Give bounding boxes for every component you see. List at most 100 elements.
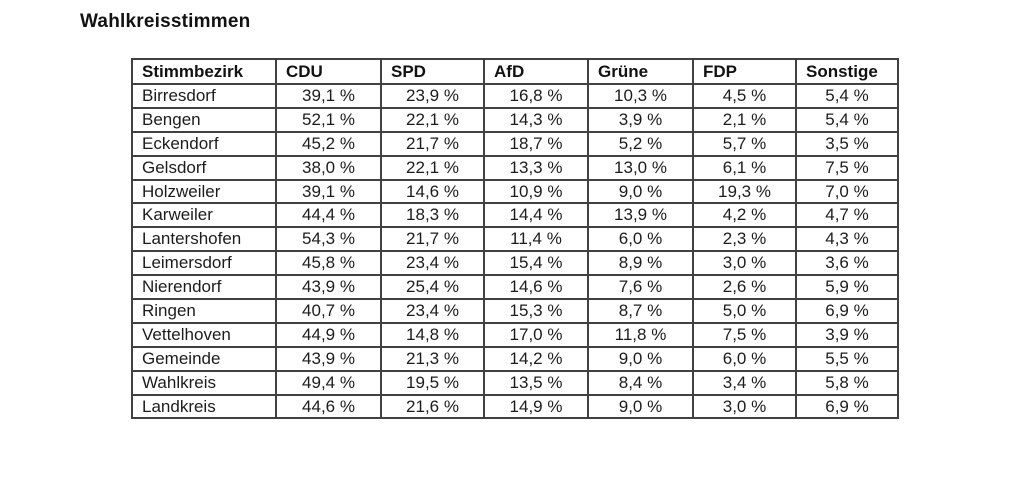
table-row: Karweiler 44,4 % 18,3 % 14,4 % 13,9 % 4,2 % 4,… — [131, 202, 899, 229]
value-cell: 38,0 % — [275, 154, 382, 181]
value-cell: 21,3 % — [380, 345, 485, 372]
table-row: Leimersdorf 45,8 % 23,4 % 15,4 % 8,9 % 3,0 % 3… — [131, 250, 899, 277]
value-cell: 39,1 % — [275, 178, 382, 205]
value-cell: 43,9 % — [275, 345, 382, 372]
value-cell: 25,4 % — [380, 274, 485, 301]
table-row: Lantershofen 54,3 % 21,7 % 11,4 % 6,0 % 2,3 %… — [131, 226, 899, 253]
value-cell: 14,6 % — [483, 274, 589, 301]
value-cell: 5,9 % — [795, 274, 899, 301]
column-header-stimmbezirk: Stimmbezirk — [131, 58, 277, 85]
value-cell: 6,1 % — [692, 154, 797, 181]
column-header-cdu: CDU — [275, 58, 382, 85]
district-cell: Holzweiler — [131, 178, 277, 205]
value-cell: 17,0 % — [483, 321, 589, 348]
value-cell: 49,4 % — [275, 369, 382, 396]
value-cell: 44,6 % — [275, 393, 382, 420]
value-cell: 6,0 % — [587, 226, 694, 253]
value-cell: 3,9 % — [795, 321, 899, 348]
value-cell: 21,7 % — [380, 130, 485, 157]
value-cell: 14,3 % — [483, 106, 589, 133]
value-cell: 4,5 % — [692, 83, 797, 109]
district-cell: Wahlkreis — [131, 369, 277, 396]
value-cell: 40,7 % — [275, 298, 382, 324]
district-cell: Leimersdorf — [131, 250, 277, 277]
table-row: Birresdorf 39,1 % 23,9 % 16,8 % 10,3 % 4,5 % 5… — [131, 83, 899, 109]
district-cell: Lantershofen — [131, 226, 277, 253]
value-cell: 7,5 % — [795, 154, 899, 181]
value-cell: 9,0 % — [587, 345, 694, 372]
column-header-gruene: Grüne — [587, 58, 694, 85]
table-row: Landkreis 44,6 % 21,6 % 14,9 % 9,0 % 3,0 % 6,9… — [131, 393, 899, 420]
value-cell: 19,3 % — [692, 178, 797, 205]
district-cell: Nierendorf — [131, 274, 277, 301]
value-cell: 10,9 % — [483, 178, 589, 205]
value-cell: 5,0 % — [692, 298, 797, 324]
value-cell: 5,2 % — [587, 130, 694, 157]
district-cell: Vettelhoven — [131, 321, 277, 348]
value-cell: 13,0 % — [587, 154, 694, 181]
value-cell: 5,4 % — [795, 83, 899, 109]
value-cell: 3,6 % — [795, 250, 899, 277]
value-cell: 13,9 % — [587, 202, 694, 229]
value-cell: 54,3 % — [275, 226, 382, 253]
value-cell: 13,5 % — [483, 369, 589, 396]
column-header-afd: AfD — [483, 58, 589, 85]
value-cell: 23,4 % — [380, 298, 485, 324]
column-header-fdp: FDP — [692, 58, 797, 85]
table-row: Gemeinde 43,9 % 21,3 % 14,2 % 9,0 % 6,0 % 5,5 … — [131, 345, 899, 372]
value-cell: 45,2 % — [275, 130, 382, 157]
column-header-spd: SPD — [380, 58, 485, 85]
district-cell: Ringen — [131, 298, 277, 324]
value-cell: 14,2 % — [483, 345, 589, 372]
value-cell: 4,2 % — [692, 202, 797, 229]
value-cell: 44,4 % — [275, 202, 382, 229]
value-cell: 4,7 % — [795, 202, 899, 229]
value-cell: 23,9 % — [380, 83, 485, 109]
value-cell: 3,4 % — [692, 369, 797, 396]
value-cell: 13,3 % — [483, 154, 589, 181]
district-cell: Bengen — [131, 106, 277, 133]
value-cell: 21,6 % — [380, 393, 485, 420]
table-body: Birresdorf 39,1 % 23,9 % 16,8 % 10,3 % 4,5 % 5… — [131, 83, 899, 420]
column-header-sonstige: Sonstige — [795, 58, 899, 85]
table-row: Wahlkreis 49,4 % 19,5 % 13,5 % 8,4 % 3,4 % 5,8… — [131, 369, 899, 396]
value-cell: 15,3 % — [483, 298, 589, 324]
value-cell: 7,0 % — [795, 178, 899, 205]
district-cell: Gemeinde — [131, 345, 277, 372]
value-cell: 16,8 % — [483, 83, 589, 109]
value-cell: 52,1 % — [275, 106, 382, 133]
table-row: Vettelhoven 44,9 % 14,8 % 17,0 % 11,8 % 7,5 %… — [131, 321, 899, 348]
table-row: Bengen 52,1 % 22,1 % 14,3 % 3,9 % 2,1 % 5,4 % — [131, 106, 899, 133]
district-cell: Karweiler — [131, 202, 277, 229]
value-cell: 15,4 % — [483, 250, 589, 277]
value-cell: 2,3 % — [692, 226, 797, 253]
value-cell: 9,0 % — [587, 393, 694, 420]
value-cell: 22,1 % — [380, 106, 485, 133]
table-row: Nierendorf 43,9 % 25,4 % 14,6 % 7,6 % 2,6 % 5,… — [131, 274, 899, 301]
value-cell: 3,0 % — [692, 250, 797, 277]
value-cell: 45,8 % — [275, 250, 382, 277]
district-cell: Eckendorf — [131, 130, 277, 157]
value-cell: 7,6 % — [587, 274, 694, 301]
value-cell: 10,3 % — [587, 83, 694, 109]
value-cell: 7,5 % — [692, 321, 797, 348]
value-cell: 5,5 % — [795, 345, 899, 372]
district-cell: Birresdorf — [131, 83, 277, 109]
value-cell: 19,5 % — [380, 369, 485, 396]
value-cell: 14,8 % — [380, 321, 485, 348]
value-cell: 2,1 % — [692, 106, 797, 133]
value-cell: 11,4 % — [483, 226, 589, 253]
value-cell: 39,1 % — [275, 83, 382, 109]
value-cell: 4,3 % — [795, 226, 899, 253]
value-cell: 22,1 % — [380, 154, 485, 181]
table-row: Eckendorf 45,2 % 21,7 % 18,7 % 5,2 % 5,7 % 3,5… — [131, 130, 899, 157]
value-cell: 21,7 % — [380, 226, 485, 253]
table-row: Ringen 40,7 % 23,4 % 15,3 % 8,7 % 5,0 % 6,9 % — [131, 298, 899, 324]
value-cell: 14,4 % — [483, 202, 589, 229]
value-cell: 18,7 % — [483, 130, 589, 157]
value-cell: 5,7 % — [692, 130, 797, 157]
value-cell: 6,9 % — [795, 393, 899, 420]
results-table: Stimmbezirk CDU SPD AfD Grüne FDP Sonsti… — [131, 58, 899, 420]
value-cell: 6,0 % — [692, 345, 797, 372]
value-cell: 2,6 % — [692, 274, 797, 301]
